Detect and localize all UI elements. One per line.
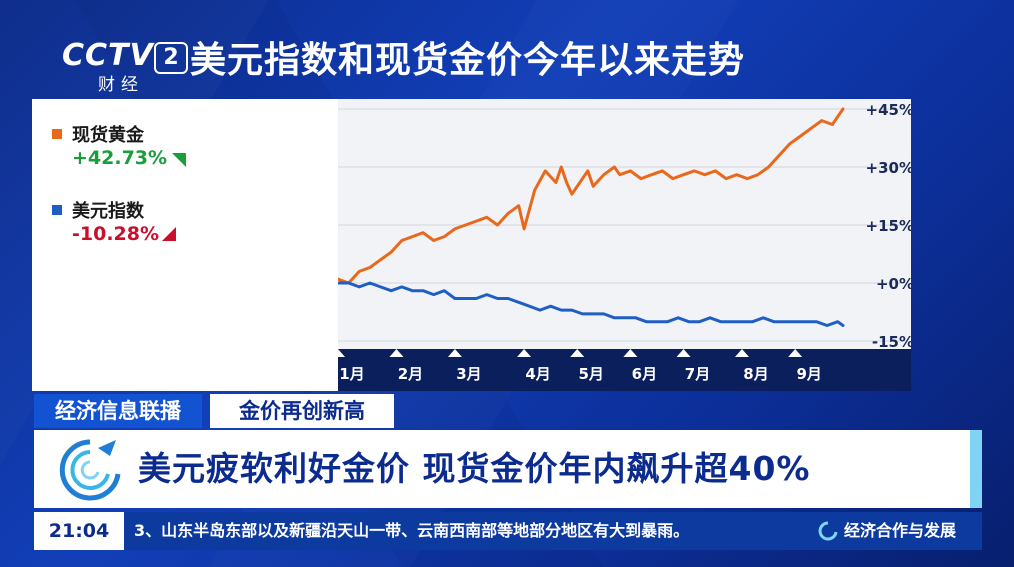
page-title: 美元指数和现货金价今年以来走势 [190, 40, 746, 81]
down-triangle-icon [162, 227, 176, 241]
series-line-gold [336, 107, 845, 285]
legend-swatch-usd [52, 205, 62, 215]
channel-swirl-icon [59, 439, 121, 501]
legend-change-usd: -10.28% [72, 223, 160, 245]
banner-accent [970, 430, 982, 508]
headline-banner: 美元疲软利好金价 现货金价年内飙升超40% [34, 430, 982, 508]
x-tick-marker [676, 349, 691, 357]
y-tick-label: +15% [866, 217, 911, 235]
chart-card: 现货黄金 +42.73% 美元指数 -10.28% +45% +30% +15% +0… [32, 99, 914, 391]
legend-item-usd: 美元指数 [52, 197, 144, 223]
x-tick-label: 7月 [685, 365, 710, 383]
y-tick-label: +45% [866, 101, 911, 119]
y-tick-label: +0% [876, 275, 911, 293]
series-line-usd [336, 281, 845, 327]
x-tick-label: 9月 [796, 365, 821, 383]
x-tick-label: 8月 [743, 365, 768, 383]
logo-text: CCTV [62, 38, 154, 73]
legend-name-gold: 现货黄金 [72, 125, 144, 146]
x-tick-marker [735, 349, 749, 357]
x-tick-label: 1月 [339, 365, 364, 383]
x-tick-label: 2月 [398, 365, 423, 383]
program-tag: 经济信息联播 [34, 394, 202, 428]
channel-swirl-small-icon [818, 521, 838, 541]
ticker-text: 3、山东半岛东部以及新疆沿天山一带、云南西南部等地部分地区有大到暴雨。 [134, 521, 690, 540]
legend: 现货黄金 +42.73% 美元指数 -10.28% [32, 99, 338, 391]
ticker-brand: 经济合作与发展 [844, 521, 957, 540]
up-triangle-icon [172, 153, 186, 167]
x-tick-marker [570, 349, 585, 357]
line-chart: +45% +30% +15% +0% -15% 1月 2月 3月 4月 5月 6月 7月 8月 9月 [331, 101, 914, 391]
y-tick-label: +30% [866, 159, 911, 177]
legend-name-usd: 美元指数 [72, 201, 144, 222]
headline-text: 美元疲软利好金价 现货金价年内飙升超40% [138, 449, 811, 488]
x-tick-label: 5月 [578, 365, 603, 383]
x-tick-marker [389, 349, 404, 357]
y-tick-label: -15% [872, 333, 911, 351]
x-tick-label: 6月 [632, 365, 657, 383]
logo-channel: 2 [154, 42, 188, 74]
legend-change-gold: +42.73% [72, 147, 168, 169]
x-tick-marker [517, 349, 532, 357]
news-ticker: 21:04 3、山东半岛东部以及新疆沿天山一带、云南西南部等地部分地区有大到暴雨… [34, 512, 982, 550]
legend-swatch-gold [52, 129, 62, 139]
ticker-brand-area: 经济合作与发展 [814, 512, 982, 550]
clock: 21:04 [34, 512, 124, 550]
cctv2-logo: CCTV 2 财经 [62, 38, 194, 98]
topic-tag: 金价再创新高 [210, 394, 394, 428]
x-axis-bar [338, 349, 911, 391]
x-tick-marker [447, 349, 462, 357]
legend-item-gold: 现货黄金 [52, 121, 144, 147]
x-tick-label: 4月 [525, 365, 550, 383]
plot-area: +45% +30% +15% +0% -15% 1月 2月 3月 4月 5月 6月 7月 8月 9月 [331, 99, 914, 391]
x-tick-label: 3月 [456, 365, 481, 383]
x-tick-marker [788, 349, 803, 357]
x-tick-marker [623, 349, 638, 357]
logo-sub: 财经 [98, 75, 144, 95]
